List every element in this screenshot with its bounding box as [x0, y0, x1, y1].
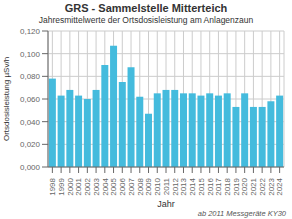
svg-text:0,080: 0,080: [20, 72, 41, 81]
svg-text:0,100: 0,100: [20, 50, 41, 59]
svg-text:2023: 2023: [267, 177, 276, 195]
svg-text:0,060: 0,060: [20, 95, 41, 104]
svg-text:Ortsdosisleistung µSv/h: Ortsdosisleistung µSv/h: [8, 57, 11, 141]
svg-text:2007: 2007: [127, 177, 136, 195]
svg-text:2003: 2003: [92, 177, 101, 195]
svg-text:2019: 2019: [232, 177, 241, 195]
svg-text:0,000: 0,000: [20, 163, 41, 172]
svg-text:2024: 2024: [275, 177, 284, 195]
svg-text:2022: 2022: [258, 177, 267, 195]
svg-text:2011: 2011: [162, 177, 171, 195]
svg-text:1999: 1999: [57, 177, 66, 195]
svg-text:0,120: 0,120: [20, 27, 41, 36]
svg-text:2014: 2014: [188, 177, 197, 195]
svg-text:2015: 2015: [197, 177, 206, 195]
html-text:ab 2011 Messgeräte KY30: ab 2011 Messgeräte KY30: [197, 209, 286, 218]
svg-text:2016: 2016: [206, 177, 215, 195]
svg-text:2002: 2002: [83, 177, 92, 195]
svg-text:2001: 2001: [74, 177, 83, 195]
svg-text:2013: 2013: [179, 177, 188, 195]
svg-text:2005: 2005: [109, 177, 118, 195]
svg-text:2004: 2004: [101, 177, 110, 195]
svg-text:2009: 2009: [144, 177, 153, 195]
svg-text:2008: 2008: [136, 177, 145, 195]
svg-text:2012: 2012: [171, 177, 180, 195]
svg-text:2020: 2020: [240, 177, 249, 195]
svg-text:0,020: 0,020: [20, 140, 41, 149]
svg-text:2006: 2006: [118, 177, 127, 195]
svg-text:Jahr: Jahr: [157, 199, 175, 207]
svg-text:2021: 2021: [249, 177, 258, 195]
svg-text:1998: 1998: [48, 177, 57, 195]
svg-text:0,040: 0,040: [20, 118, 41, 127]
html-text:GRS - Sammelstelle Mitterteich: GRS - Sammelstelle Mitterteich: [64, 2, 228, 14]
svg-text:2017: 2017: [214, 177, 223, 195]
svg-text:2018: 2018: [223, 177, 232, 195]
svg-text:2010: 2010: [153, 177, 162, 195]
svg-text:2000: 2000: [66, 177, 75, 195]
html-text:Jahresmittelwerte der Ortsdosi: Jahresmittelwerte der Ortsdosisleistung …: [38, 15, 254, 25]
